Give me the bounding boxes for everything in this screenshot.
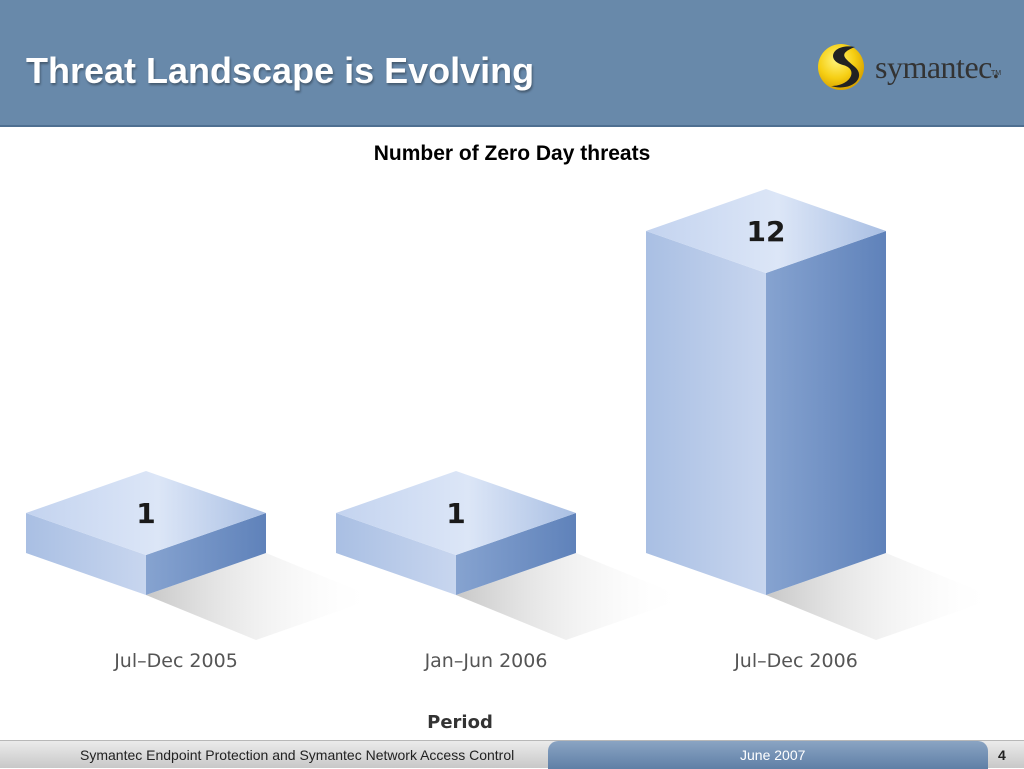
bar-right-face <box>766 231 886 595</box>
bar-shadow <box>766 553 996 640</box>
category-tick-label: Jan–Jun 2006 <box>424 650 548 672</box>
bar-data-label: 1 <box>446 497 465 530</box>
bar-data-label: 1 <box>136 497 155 530</box>
slide-footer: Symantec Endpoint Protection and Symante… <box>0 740 1024 769</box>
page-number: 4 <box>998 747 1006 763</box>
bar-shadow <box>456 553 686 640</box>
slide-header: Threat Landscape is Evolving symantec. T… <box>0 0 1024 127</box>
zero-day-bar-chart: 1 Jul–Dec 2005 1 Jan–Jun 2006 12 Jul–Dec 2006… <box>26 189 996 733</box>
slide-title: Threat Landscape is Evolving <box>26 50 535 91</box>
logo-trademark: TM <box>991 70 1002 77</box>
bar-data-label: 12 <box>747 215 786 248</box>
x-axis-label: Period <box>427 712 493 733</box>
bar-shadow <box>146 553 376 640</box>
bar-left-face <box>336 513 456 595</box>
bar-top-face <box>336 471 576 555</box>
bar-right-face <box>146 513 266 595</box>
bar-top-face <box>26 471 266 555</box>
symantec-logo-mark-icon <box>818 44 864 90</box>
bar-left-face <box>26 513 146 595</box>
bar-right-face <box>456 513 576 595</box>
footer-product-text: Symantec Endpoint Protection and Symante… <box>80 747 515 763</box>
bar-left-face <box>646 231 766 595</box>
bar-top-face <box>646 189 886 273</box>
footer-date: June 2007 <box>740 747 806 763</box>
category-tick-label: Jul–Dec 2005 <box>113 650 238 672</box>
symantec-logo: symantec. TM <box>815 40 1005 92</box>
logo-wordmark: symantec. <box>875 49 1000 85</box>
footer-highlight <box>548 741 988 769</box>
chart-title: Number of Zero Day threats <box>373 142 651 165</box>
category-tick-label: Jul–Dec 2006 <box>733 650 858 672</box>
